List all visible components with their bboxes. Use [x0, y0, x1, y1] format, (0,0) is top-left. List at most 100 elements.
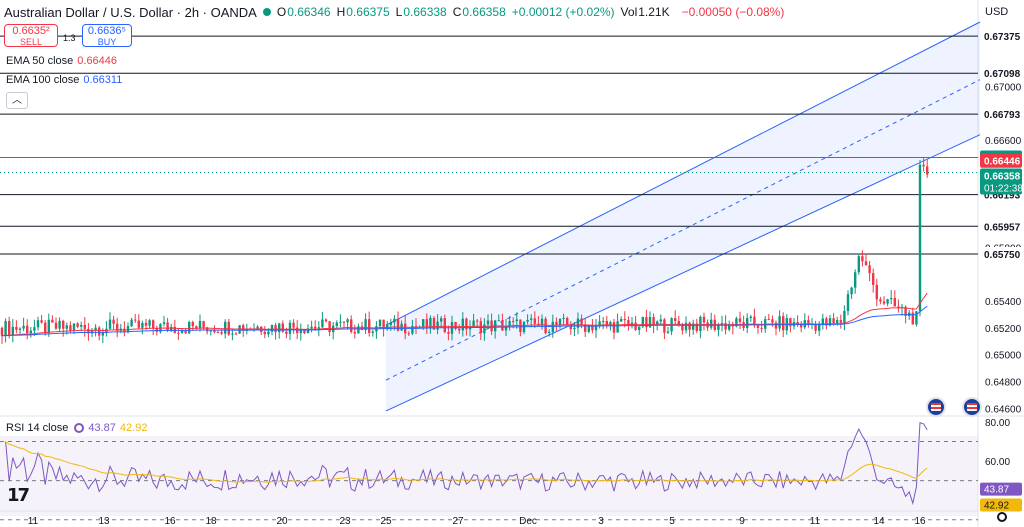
candle-body: [648, 317, 652, 328]
us-flag-icon[interactable]: [962, 397, 982, 417]
level-tag-bg: [980, 247, 1022, 262]
collapse-legend-button[interactable]: ︿: [6, 92, 28, 109]
candle-body: [335, 322, 338, 326]
level-tag: 0.65750: [984, 250, 1021, 261]
candle-body: [656, 321, 659, 326]
candle-body: [591, 324, 594, 331]
candle-body: [386, 324, 389, 329]
time-tick-label: 27: [452, 516, 464, 527]
candle-body: [191, 322, 194, 327]
candle-body: [886, 299, 889, 304]
rsi-ma-line: [5, 441, 928, 483]
candle-body: [652, 317, 655, 326]
ema50-value-tag: 0.66446: [984, 157, 1021, 168]
time-tick-label: 16: [164, 516, 176, 527]
candle-body: [274, 325, 277, 333]
candle-body: [303, 330, 306, 333]
candle-body: [839, 320, 842, 323]
currency-label[interactable]: USD: [985, 6, 1009, 18]
candle-body: [508, 321, 511, 327]
rsi-legend[interactable]: RSI 14 close 43.87 42.92: [6, 422, 147, 434]
candle-body: [18, 328, 22, 330]
candle-body: [317, 327, 320, 329]
gear-icon[interactable]: [997, 512, 1007, 522]
level-tag: 0.67375: [984, 32, 1021, 43]
rsi-ma-tag: 42.92: [984, 501, 1009, 512]
candle-body: [389, 322, 392, 325]
candle-body: [425, 319, 428, 328]
candle-body: [857, 256, 860, 273]
level-tag-bg: [980, 107, 1022, 122]
candle-body: [800, 324, 803, 328]
candle-body: [177, 332, 180, 334]
candle-body: [324, 319, 328, 322]
candle-body: [846, 294, 850, 311]
symbol-title[interactable]: Australian Dollar / U.S. Dollar · 2h · O…: [4, 4, 257, 20]
candle-body: [220, 332, 223, 334]
candle-body: [33, 327, 36, 331]
candle-body: [98, 327, 101, 336]
candle-body: [677, 321, 680, 326]
candle-body: [234, 333, 238, 335]
sell-button[interactable]: 0.6635² SELL: [4, 24, 58, 47]
candle-body: [148, 320, 151, 326]
candle-body: [681, 325, 684, 331]
current-price-tag-bg: [980, 168, 1022, 195]
chevron-up-icon: ︿: [12, 95, 22, 106]
rsi-settings-icon[interactable]: [74, 423, 85, 433]
time-tick-label: 5: [669, 516, 675, 527]
candle-body: [310, 326, 313, 329]
candle-body: [724, 323, 727, 330]
candle-body: [195, 326, 198, 329]
candle-body: [659, 319, 662, 322]
candle-body: [368, 319, 371, 333]
rsi-value-tag-bg: [980, 482, 1022, 496]
time-tick-label: 25: [380, 516, 392, 527]
candle-body: [339, 321, 342, 323]
candle-body: [44, 322, 47, 333]
ema100-legend[interactable]: EMA 100 close 0.66311: [6, 74, 122, 86]
volume-label: Vol: [620, 5, 638, 19]
sell-price: 0.6635²: [12, 25, 50, 37]
candle-body: [684, 322, 688, 331]
candle-body: [141, 322, 144, 328]
candle-body: [396, 318, 400, 331]
candle-body: [162, 322, 166, 325]
rsi-tick-label: 60.00: [985, 457, 1010, 468]
time-tick-label: 11: [810, 516, 821, 527]
spread-value: 1.3: [63, 33, 76, 43]
price-tick-label: 0.65200: [985, 324, 1022, 335]
candle-body: [65, 325, 68, 329]
candle-body: [486, 320, 490, 325]
candle-body: [551, 321, 554, 332]
candle-body: [530, 318, 533, 320]
candle-body: [440, 318, 443, 322]
ema100-value: 0.66311: [83, 74, 123, 86]
ema50-legend[interactable]: EMA 50 close 0.66446: [6, 55, 117, 67]
time-tick-label: 23: [339, 516, 351, 527]
candle-body: [767, 319, 770, 321]
candle-body: [54, 322, 58, 329]
candle-body: [749, 316, 752, 319]
candle-body: [263, 331, 266, 335]
candle-body: [692, 323, 695, 330]
candle-body: [476, 320, 479, 322]
rsi-label: RSI 14 close: [6, 422, 69, 434]
candle-body: [821, 318, 824, 324]
candle-body: [566, 317, 569, 325]
candle-body: [576, 318, 580, 328]
candle-body: [915, 311, 918, 325]
candle-body: [728, 323, 731, 330]
open-label: O: [276, 5, 287, 19]
candle-body: [562, 317, 565, 319]
candle-body: [735, 318, 738, 327]
buy-button[interactable]: 0.6636⁵ BUY: [82, 24, 132, 47]
price-tick-label: 0.67000: [985, 82, 1022, 93]
candle-body: [166, 322, 169, 331]
rsi-line: [5, 422, 928, 506]
candle-body: [299, 330, 302, 334]
us-flag-icon[interactable]: [926, 397, 946, 417]
candle-body: [548, 331, 551, 334]
level-tag-bg: [980, 66, 1022, 81]
